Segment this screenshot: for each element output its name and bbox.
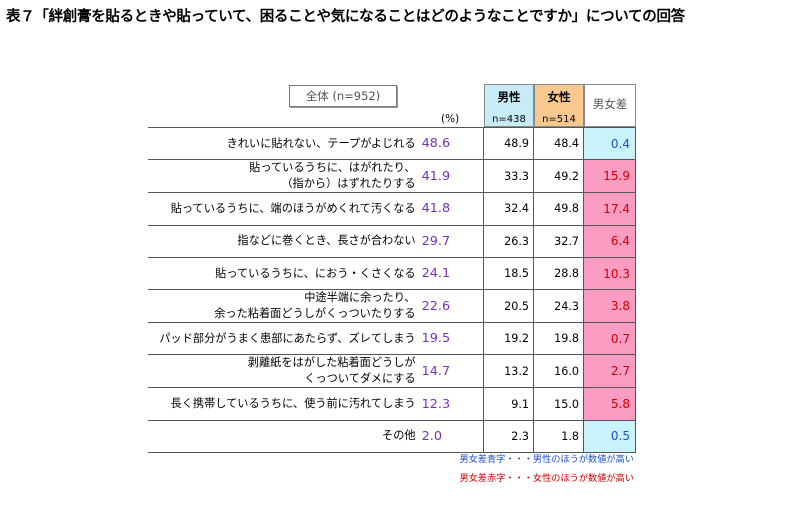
table-row: その他 2.0 2.3 1.8 0.5	[148, 420, 636, 454]
female-value: 28.8	[533, 257, 584, 291]
note-blue: 男女差青字・・・男性のほうが数値が高い	[459, 454, 634, 465]
diff-value: 10.3	[583, 257, 636, 291]
male-value: 33.3	[483, 159, 534, 194]
row-label: 長く携帯しているうちに、使う前に汚れてしまう	[148, 387, 420, 421]
male-value: 48.9	[483, 126, 534, 161]
male-value: 19.2	[483, 322, 534, 356]
page-title: 表７「絆創膏を貼るときや貼っていて、困ることや気になることはどのようなことですか…	[6, 9, 685, 25]
diff-value: 15.9	[583, 159, 636, 194]
row-label-line1: 長く携帯しているうちに、使う前に汚れてしまう	[170, 397, 416, 411]
table-row: 剥離紙をはがした粘着面どうしがくっついてダメにする 14.7 13.2 16.0 2.7	[148, 354, 636, 389]
total-label-box: 全体 (n=952)	[289, 85, 397, 107]
table-row: 長く携帯しているうちに、使う前に汚れてしまう 12.3 9.1 15.0 5.8	[148, 387, 636, 421]
row-label-line1: 中途半端に余ったり、	[304, 291, 416, 305]
male-value: 13.2	[483, 354, 534, 389]
total-value: 48.6	[419, 126, 484, 161]
total-value: 24.1	[419, 257, 484, 291]
diff-value: 17.4	[583, 192, 636, 226]
female-header: 女性 n=514	[534, 84, 584, 127]
male-value: 32.4	[483, 192, 534, 226]
row-label: 指などに巻くとき、長さが合わない	[148, 225, 420, 258]
row-label: 貼っているうちに、端のほうがめくれて汚くなる	[148, 192, 420, 226]
female-value: 1.8	[533, 420, 584, 454]
table-row: パッド部分がうまく患部にあたらず、ズレてしまう 19.5 19.2 19.8 0.7	[148, 322, 636, 356]
male-header-label: 男性	[497, 90, 521, 104]
male-value: 9.1	[483, 387, 534, 421]
female-value: 15.0	[533, 387, 584, 421]
row-label: きれいに貼れない、テープがよじれる	[148, 126, 420, 161]
row-label-line2: 余った粘着面どうしがくっついたりする	[214, 307, 416, 321]
diff-value: 0.4	[583, 126, 636, 161]
row-label: 剥離紙をはがした粘着面どうしがくっついてダメにする	[148, 354, 420, 389]
diff-value: 6.4	[583, 225, 636, 258]
row-label-line1: 貼っているうちに、におう・くさくなる	[215, 266, 416, 280]
total-value: 2.0	[419, 420, 484, 454]
row-label: その他	[148, 420, 420, 454]
male-value: 26.3	[483, 225, 534, 258]
female-value: 49.2	[533, 159, 584, 194]
total-value: 29.7	[419, 225, 484, 258]
diff-value: 0.5	[583, 420, 636, 454]
diff-header: 男女差	[584, 84, 636, 127]
total-value: 22.6	[419, 289, 484, 324]
male-value: 2.3	[483, 420, 534, 454]
female-value: 49.8	[533, 192, 584, 226]
percent-unit-label: (%)	[441, 113, 460, 125]
total-value: 12.3	[419, 387, 484, 421]
female-header-n: n=514	[542, 114, 576, 125]
total-value: 19.5	[419, 322, 484, 356]
total-value: 41.9	[419, 159, 484, 194]
survey-table: きれいに貼れない、テープがよじれる 48.6 48.9 48.4 0.4 貼っているうちに…	[148, 126, 636, 454]
male-value: 18.5	[483, 257, 534, 291]
table-row: きれいに貼れない、テープがよじれる 48.6 48.9 48.4 0.4	[148, 126, 636, 161]
diff-value: 5.8	[583, 387, 636, 421]
female-value: 48.4	[533, 126, 584, 161]
row-label-line1: 指などに巻くとき、長さが合わない	[237, 234, 416, 248]
male-value: 20.5	[483, 289, 534, 324]
total-value: 14.7	[419, 354, 484, 389]
female-value: 16.0	[533, 354, 584, 389]
row-label-line1: その他	[382, 429, 416, 443]
row-label-line1: きれいに貼れない、テープがよじれる	[226, 136, 416, 150]
row-label: 貼っているうちに、はがれたり、 （指から）はずれたりする	[148, 159, 420, 194]
female-value: 24.3	[533, 289, 584, 324]
row-label-line1: 貼っているうちに、はがれたり、	[249, 161, 416, 175]
row-label-line2: （指から）はずれたりする	[281, 177, 416, 191]
row-label-line1: 貼っているうちに、端のほうがめくれて汚くなる	[170, 201, 416, 215]
row-label-line2: くっついてダメにする	[304, 372, 416, 386]
female-value: 32.7	[533, 225, 584, 258]
row-label: 中途半端に余ったり、余った粘着面どうしがくっついたりする	[148, 289, 420, 324]
row-label: パッド部分がうまく患部にあたらず、ズレてしまう	[148, 322, 420, 356]
female-value: 19.8	[533, 322, 584, 356]
table-row: 貼っているうちに、におう・くさくなる 24.1 18.5 28.8 10.3	[148, 257, 636, 291]
female-header-label: 女性	[547, 90, 571, 104]
male-header-n: n=438	[492, 114, 526, 125]
male-header: 男性 n=438	[484, 84, 534, 127]
row-label-line1: パッド部分がうまく患部にあたらず、ズレてしまう	[159, 331, 416, 345]
total-value: 41.8	[419, 192, 484, 226]
row-label-line1: 剥離紙をはがした粘着面どうしが	[247, 356, 416, 370]
diff-value: 0.7	[583, 322, 636, 356]
table-row: 貼っているうちに、はがれたり、 （指から）はずれたりする 41.9 33.3 49.2 1…	[148, 159, 636, 194]
row-label: 貼っているうちに、におう・くさくなる	[148, 257, 420, 291]
diff-value: 2.7	[583, 354, 636, 389]
table-row: 中途半端に余ったり、余った粘着面どうしがくっついたりする 22.6 20.5 24.3…	[148, 289, 636, 324]
diff-value: 3.8	[583, 289, 636, 324]
table-row: 指などに巻くとき、長さが合わない 29.7 26.3 32.7 6.4	[148, 225, 636, 258]
note-red: 男女差赤字・・・女性のほうが数値が高い	[459, 473, 634, 484]
table-row: 貼っているうちに、端のほうがめくれて汚くなる 41.8 32.4 49.8 17.4	[148, 192, 636, 226]
